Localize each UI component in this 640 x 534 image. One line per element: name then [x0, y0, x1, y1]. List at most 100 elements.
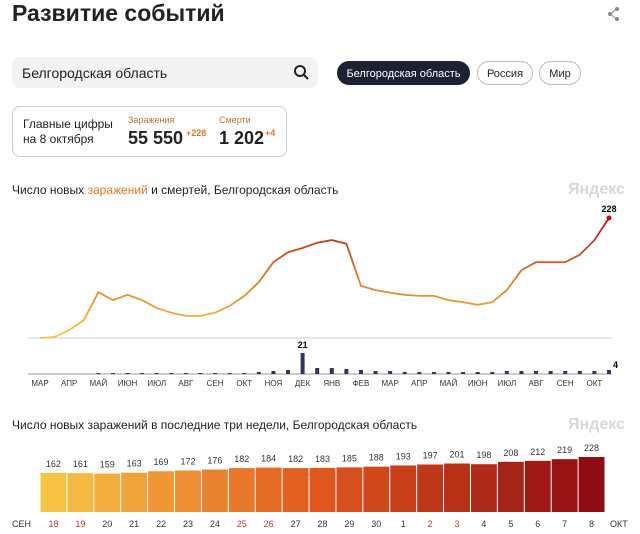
region-button[interactable]: Мир [539, 61, 581, 85]
search-query: Белгородская область [22, 65, 168, 81]
x-tick-label: МАЙ [440, 379, 458, 388]
value-label: 184 [261, 454, 276, 464]
value-label: 176 [207, 456, 222, 466]
death-bar [213, 373, 218, 374]
x-tick-label: АВГ [529, 379, 545, 388]
bar [228, 468, 255, 512]
death-bar [358, 370, 363, 374]
death-bar [373, 371, 378, 374]
summary-date: на 8 октября [23, 132, 94, 146]
chart-title: Число новых заражений и смертей, Белгоро… [12, 183, 338, 197]
value-label: 182 [234, 454, 249, 464]
death-bar [475, 372, 480, 374]
region-button[interactable]: Россия [477, 61, 533, 85]
death-bar [154, 373, 159, 374]
title-part: заражений [87, 183, 148, 197]
x-tick-label: 4 [481, 519, 486, 529]
x-tick-label: ИЮН [468, 379, 488, 388]
value-label: 163 [127, 459, 142, 469]
death-bar [548, 371, 553, 374]
x-tick-label: НОЯ [265, 379, 283, 388]
share-icon[interactable] [606, 6, 622, 22]
x-tick-label: АПР [61, 379, 77, 388]
x-tick-label: 6 [535, 519, 540, 529]
bar [67, 473, 94, 512]
death-bar [271, 371, 276, 374]
death-bar [577, 371, 582, 374]
death-bar [329, 368, 334, 374]
deaths-value: 1 202 [219, 128, 265, 148]
value-label: 183 [315, 454, 330, 464]
value-label: 161 [73, 459, 88, 469]
x-tick-label: 20 [102, 519, 112, 529]
page-title: Развитие событий [12, 0, 225, 26]
x-tick-label: ЯНВ [323, 379, 340, 388]
bar [524, 460, 551, 512]
summary-card: Главные цифры на 8 октября Заражения 55 … [12, 106, 287, 157]
death-bar [446, 372, 451, 374]
bar [94, 473, 121, 512]
death-bar [140, 373, 145, 374]
death-bar [592, 371, 597, 374]
x-tick-label: МАР [31, 379, 48, 388]
cases-delta: +228 [186, 128, 207, 138]
search-box[interactable]: Белгородская область [12, 57, 318, 88]
x-tick-label: СЕН [557, 379, 574, 388]
x-tick-label: 2 [428, 519, 433, 529]
x-tick-label: ДЕК [295, 379, 311, 388]
x-tick-label: ИЮЛ [147, 379, 166, 388]
value-label: 182 [288, 454, 303, 464]
x-tick-label: 25 [237, 519, 247, 529]
cases-value: 55 550 [128, 128, 184, 148]
death-bar [286, 370, 291, 374]
value-label: 197 [423, 450, 438, 460]
x-tick-label: 5 [508, 519, 513, 529]
value-label: 228 [584, 443, 599, 453]
value-label: 162 [46, 459, 61, 469]
value-label: 21 [298, 340, 308, 350]
bar [148, 471, 175, 512]
value-label: 198 [476, 450, 491, 460]
x-tick-label: 21 [129, 519, 139, 529]
value-label: 219 [557, 445, 572, 455]
value-label: 193 [396, 451, 411, 461]
death-bar [242, 373, 247, 374]
x-tick-label: МАЙ [89, 379, 107, 388]
death-bar [256, 372, 261, 374]
region-button[interactable]: Белгородская область [337, 61, 470, 85]
death-bar [96, 373, 101, 374]
axis-edge-label: СЕН [12, 519, 31, 529]
bar [390, 465, 417, 512]
x-tick-label: 3 [455, 519, 460, 529]
x-tick-label: 1 [401, 519, 406, 529]
deaths-label: Смерти [219, 115, 251, 125]
x-tick-label: 30 [371, 519, 381, 529]
x-tick-label: 23 [183, 519, 193, 529]
bar [551, 459, 578, 512]
end-point [606, 215, 612, 221]
bar [309, 467, 336, 512]
death-bar [344, 369, 349, 374]
search-icon[interactable] [293, 64, 309, 80]
x-tick-label: ОКТ [587, 379, 603, 388]
death-bar [431, 372, 436, 374]
death-bar [490, 372, 495, 374]
death-bar [461, 372, 466, 374]
death-bar [563, 371, 568, 374]
death-bar [315, 368, 320, 374]
deaths-delta: +4 [265, 128, 276, 138]
death-bar [388, 371, 393, 374]
x-tick-label: 26 [264, 519, 274, 529]
value-label: 185 [342, 453, 357, 463]
death-bar [125, 373, 130, 374]
x-tick-label: 28 [317, 519, 327, 529]
bar [363, 466, 390, 512]
bar [175, 470, 201, 512]
value-label: 172 [180, 457, 195, 467]
watermark: Яндекс [568, 181, 625, 198]
x-tick-label: ФЕВ [353, 379, 370, 388]
value-label: 228 [601, 204, 616, 214]
x-tick-label: 7 [562, 519, 567, 529]
